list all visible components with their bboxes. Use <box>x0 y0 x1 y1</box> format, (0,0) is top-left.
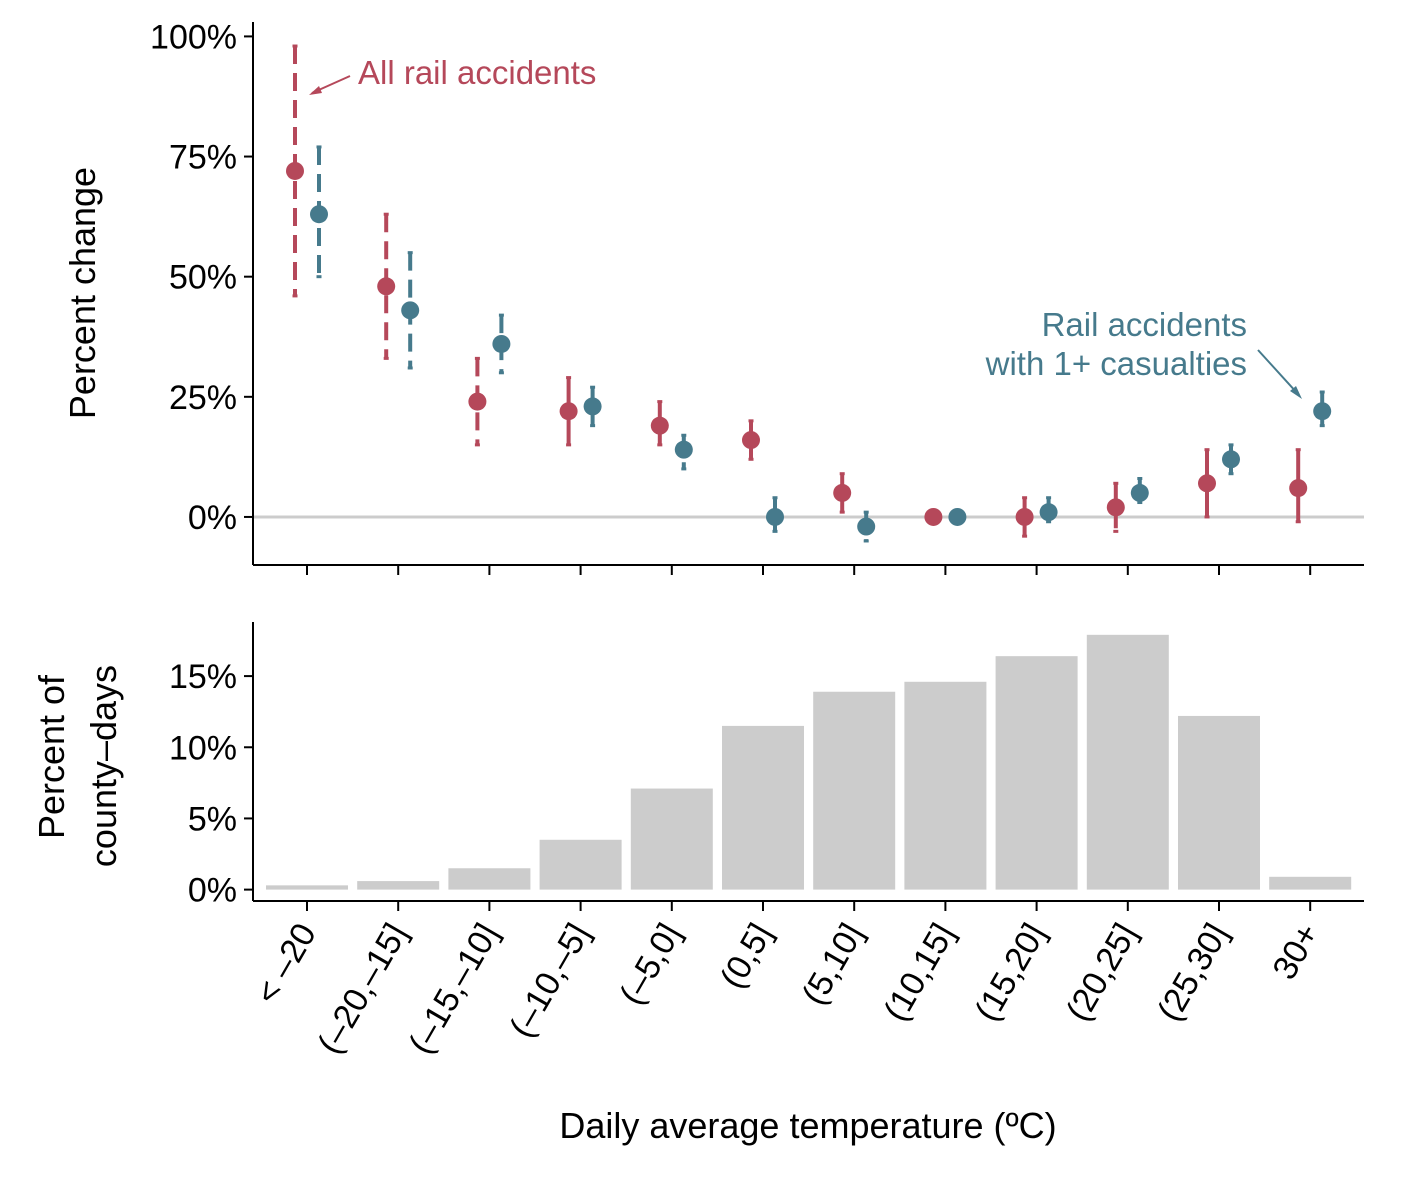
x-tick-label: 30+ <box>1265 917 1327 986</box>
annotation-all-rail: All rail accidents <box>309 54 596 95</box>
top-y-axis-title: Percent change <box>62 167 103 419</box>
bottom-y-axis-title-line2: county–days <box>83 665 124 867</box>
x-axis-title: Daily average temperature (ºC) <box>559 1105 1056 1146</box>
data-point <box>1222 450 1240 469</box>
bottom-y-tick-label: 10% <box>169 729 237 767</box>
top-y-tick-label: 0% <box>188 499 237 537</box>
data-point <box>1313 402 1332 421</box>
series-all-rail <box>286 44 1308 538</box>
data-point <box>948 507 967 526</box>
data-point <box>1198 474 1216 493</box>
annotation-all-rail-arrowhead <box>309 86 322 95</box>
x-tick-label: (–5,0] <box>612 917 688 1011</box>
bottom-y-tick-label: 5% <box>188 800 237 838</box>
bottom-y-axis-title-line1: Percent of <box>31 674 72 839</box>
bar <box>995 656 1078 890</box>
top-y-tick-label: 75% <box>169 139 237 177</box>
x-tick-label: (5,10] <box>795 917 871 1011</box>
annotation-all-rail-label: All rail accidents <box>358 54 596 91</box>
x-tick-label: (20,25] <box>1059 917 1145 1028</box>
annotation-casualty: Rail accidents with 1+ casualties <box>985 306 1302 399</box>
data-point <box>492 334 511 353</box>
data-point <box>833 483 852 502</box>
bottom-panel: 0% 5% 10% 15% < –20(–20,–15](–15,–10](–10,–5… <box>169 622 1364 1060</box>
data-point <box>924 507 943 526</box>
data-point <box>377 277 396 296</box>
data-point <box>559 402 578 421</box>
data-point <box>1289 479 1308 498</box>
top-y-tick-label: 25% <box>169 379 237 417</box>
bar <box>1086 634 1169 890</box>
top-y-tick-label: 100% <box>150 18 237 56</box>
data-point <box>1106 498 1125 517</box>
data-point <box>1039 503 1058 522</box>
x-tick-label: (10,15] <box>876 917 962 1028</box>
data-point <box>742 431 760 450</box>
data-point <box>650 416 669 435</box>
data-point <box>857 517 876 536</box>
x-tick-label: (15,20] <box>968 917 1054 1028</box>
annotation-casualty-arrowhead <box>1290 386 1302 399</box>
bar <box>266 885 348 890</box>
bar <box>1269 876 1352 890</box>
top-y-tick-label: 50% <box>169 259 237 297</box>
x-tick-label: (–15,–10] <box>402 917 507 1060</box>
bar <box>448 868 531 890</box>
bar <box>539 839 622 890</box>
bottom-y-tick-label: 0% <box>188 872 237 910</box>
data-point <box>1130 483 1149 502</box>
data-point <box>286 161 304 180</box>
series-casualty <box>310 145 1332 543</box>
annotation-casualty-arrow <box>1257 349 1299 395</box>
bar <box>813 691 896 890</box>
bar <box>1178 715 1260 890</box>
x-tick-label: (–20,–15] <box>310 917 415 1060</box>
data-point <box>674 440 693 459</box>
data-point <box>468 392 487 411</box>
bar <box>904 681 987 890</box>
data-point <box>1015 507 1034 526</box>
data-point <box>310 205 328 224</box>
data-point <box>766 507 784 526</box>
data-point <box>583 397 602 416</box>
bar <box>722 725 804 890</box>
x-tick-label: (–10,–5] <box>502 917 597 1044</box>
x-tick-label: < –20 <box>248 917 324 1011</box>
bar <box>630 788 713 890</box>
bar <box>357 881 440 890</box>
bottom-y-tick-label: 15% <box>169 658 237 696</box>
top-panel: 0% 25% 50% 75% 100% <box>150 18 1364 575</box>
x-tick-label: (0,5] <box>713 917 780 995</box>
annotation-casualty-label-line2: with 1+ casualties <box>985 345 1247 382</box>
data-point <box>401 301 420 320</box>
x-tick-label: (25,30] <box>1150 917 1236 1028</box>
annotation-casualty-label-line1: Rail accidents <box>1042 306 1247 343</box>
